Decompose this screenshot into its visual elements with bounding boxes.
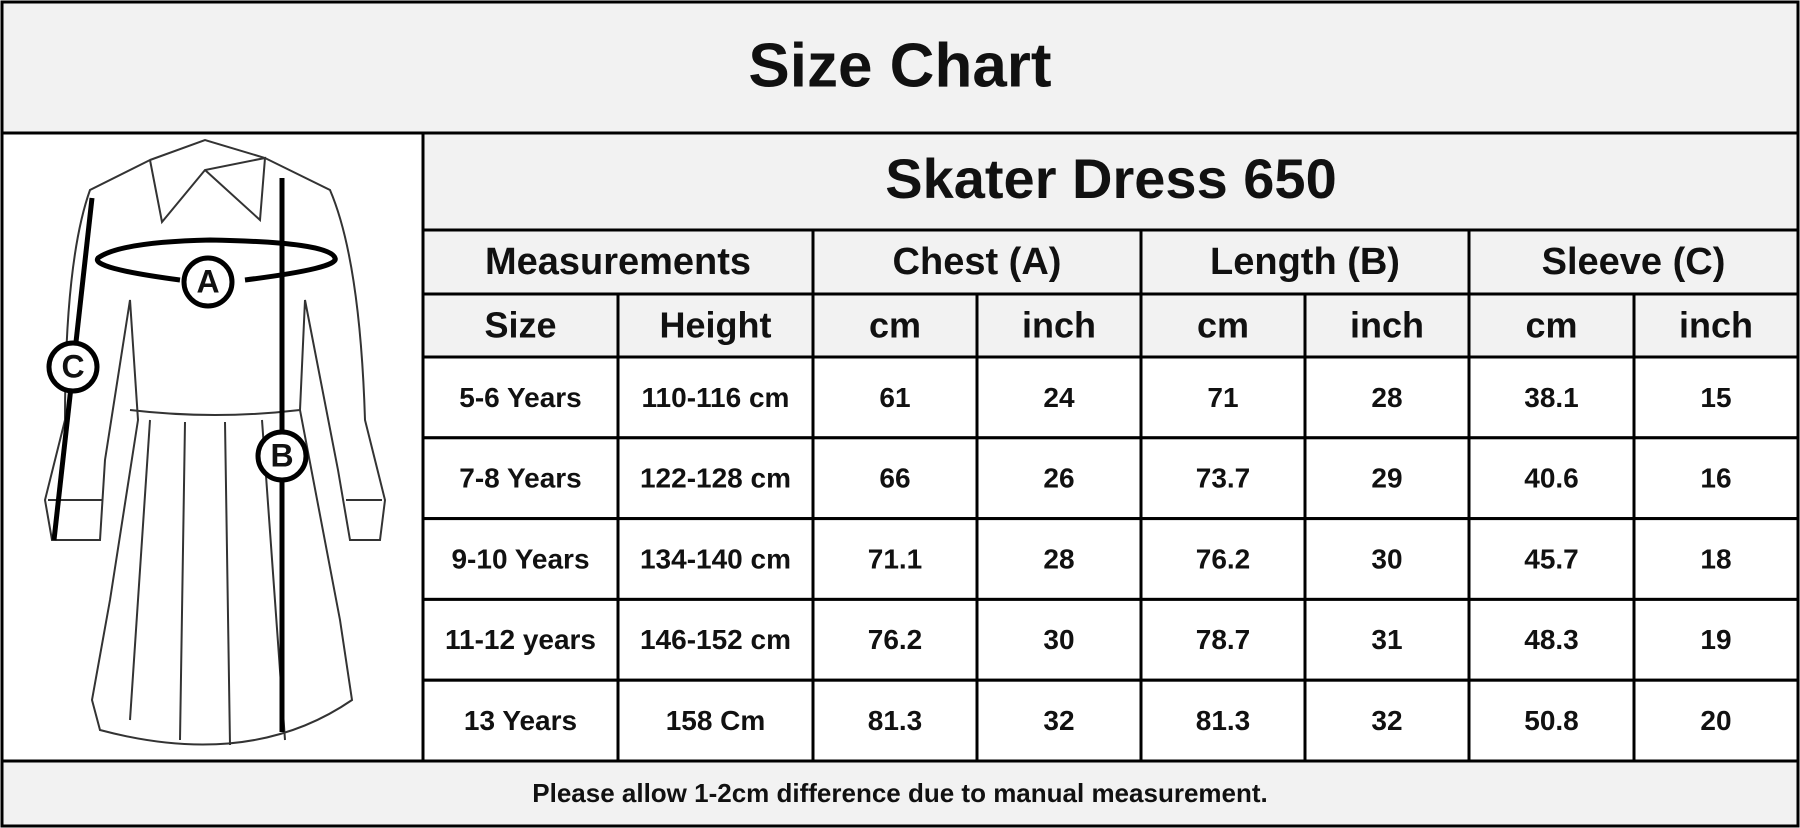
data-cell [1632,597,1800,682]
data-cell [1467,355,1636,440]
label-circle [181,255,235,309]
data-cell [1632,517,1800,601]
cell-text: 18 [1700,543,1731,574]
cell-text: 71 [1207,382,1238,413]
cell-text: 158 Cm [666,705,766,736]
cell-text: 16 [1700,463,1731,494]
group-header-cell [811,228,1143,296]
group-header-cell [1467,228,1800,296]
sub-header-cell [1467,292,1636,359]
label-circle [255,429,309,483]
sub-header: Height [660,305,772,346]
data-cell [616,436,815,521]
sub-header: cm [1197,305,1249,346]
cell-text: 66 [879,463,910,494]
cell-text: 71.1 [868,543,923,574]
sub-header: cm [1525,305,1577,346]
footer-band [0,759,1800,828]
footer-note: Please allow 1-2cm difference due to man… [532,778,1268,808]
sub-header-cell [1632,292,1800,359]
cell-text: 76.2 [868,624,923,655]
table-title-band [421,131,1800,232]
cell-text: 7-8 Years [459,463,582,494]
sub-header-cell [975,292,1143,359]
diagram-label: A [196,263,219,299]
cell-text: 31 [1371,624,1402,655]
group-header: Length (B) [1210,241,1400,283]
sub-header: cm [869,305,921,346]
cell-text: 20 [1700,705,1731,736]
data-cell [811,436,979,521]
sub-header: inch [1679,305,1753,346]
cell-text: 30 [1043,624,1074,655]
group-header-cell [1139,228,1471,296]
data-cell [421,678,620,763]
cell-text: 146-152 cm [640,624,791,655]
data-cell [421,436,620,521]
data-cell [421,517,620,601]
cell-text: 24 [1043,382,1075,413]
cell-text: 45.7 [1524,543,1579,574]
cell-text: 81.3 [1196,705,1251,736]
cell-text: 61 [879,382,910,413]
sub-header: Size [484,305,556,346]
data-cell [616,678,815,763]
group-header: Measurements [485,241,751,283]
cell-text: 48.3 [1524,624,1579,655]
cell-text: 29 [1371,463,1402,494]
group-header: Chest (A) [893,241,1062,283]
cell-text: 9-10 Years [451,543,589,574]
cell-text: 19 [1700,624,1731,655]
group-header: Sleeve (C) [1542,241,1726,283]
cell-text: 28 [1043,543,1074,574]
dress-drawing [43,138,387,746]
data-cell [1139,436,1307,521]
cell-text: 78.7 [1196,624,1251,655]
cell-text: 76.2 [1196,543,1251,574]
label-circle [46,340,100,394]
diagram-label: C [61,348,84,384]
sub-header-cell [616,292,815,359]
data-cell [1139,597,1307,682]
cell-text: 5-6 Years [459,382,582,413]
table-title: Skater Dress 650 [885,147,1336,210]
cell-text: 110-116 cm [642,382,790,413]
data-cell [1139,678,1307,763]
cell-text: 50.8 [1524,705,1579,736]
cell-text: 122-128 cm [640,463,791,494]
title-band [0,0,1800,135]
cell-text: 30 [1371,543,1402,574]
cell-text: 11-12 years [445,624,596,655]
sub-header-cell [811,292,979,359]
sub-header: inch [1022,305,1096,346]
cell-text: 32 [1043,705,1074,736]
sub-header: inch [1350,305,1424,346]
data-cell [616,517,815,601]
cell-text: 26 [1043,463,1074,494]
cell-text: 38.1 [1524,382,1579,413]
page-title: Size Chart [748,31,1051,100]
cell-text: 81.3 [868,705,923,736]
cell-text: 32 [1371,705,1402,736]
data-cell [1303,436,1471,521]
diagram-label: B [270,437,293,473]
data-cell [975,678,1143,763]
data-cell [1139,355,1307,440]
data-cell [1632,678,1800,763]
cell-text: 28 [1371,382,1402,413]
data-cell [811,517,979,601]
cell-text: 73.7 [1196,463,1251,494]
data-cell [1467,436,1636,521]
cell-text: 134-140 cm [640,543,791,574]
cell-text: 40.6 [1524,463,1579,494]
cell-text: 15 [1700,382,1731,413]
data-cell [1632,355,1800,440]
cell-text: 13 Years [464,705,577,736]
